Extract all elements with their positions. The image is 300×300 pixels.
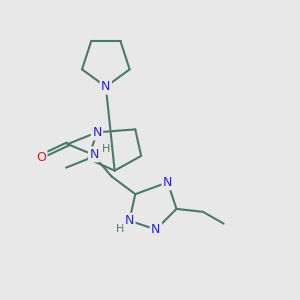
Text: N: N xyxy=(92,126,102,139)
Text: N: N xyxy=(89,148,99,161)
Text: H: H xyxy=(102,143,110,154)
Text: N: N xyxy=(163,176,172,189)
Text: N: N xyxy=(151,223,160,236)
Text: H: H xyxy=(116,224,125,235)
Text: N: N xyxy=(125,214,134,227)
Text: O: O xyxy=(36,151,46,164)
Text: N: N xyxy=(101,80,110,93)
